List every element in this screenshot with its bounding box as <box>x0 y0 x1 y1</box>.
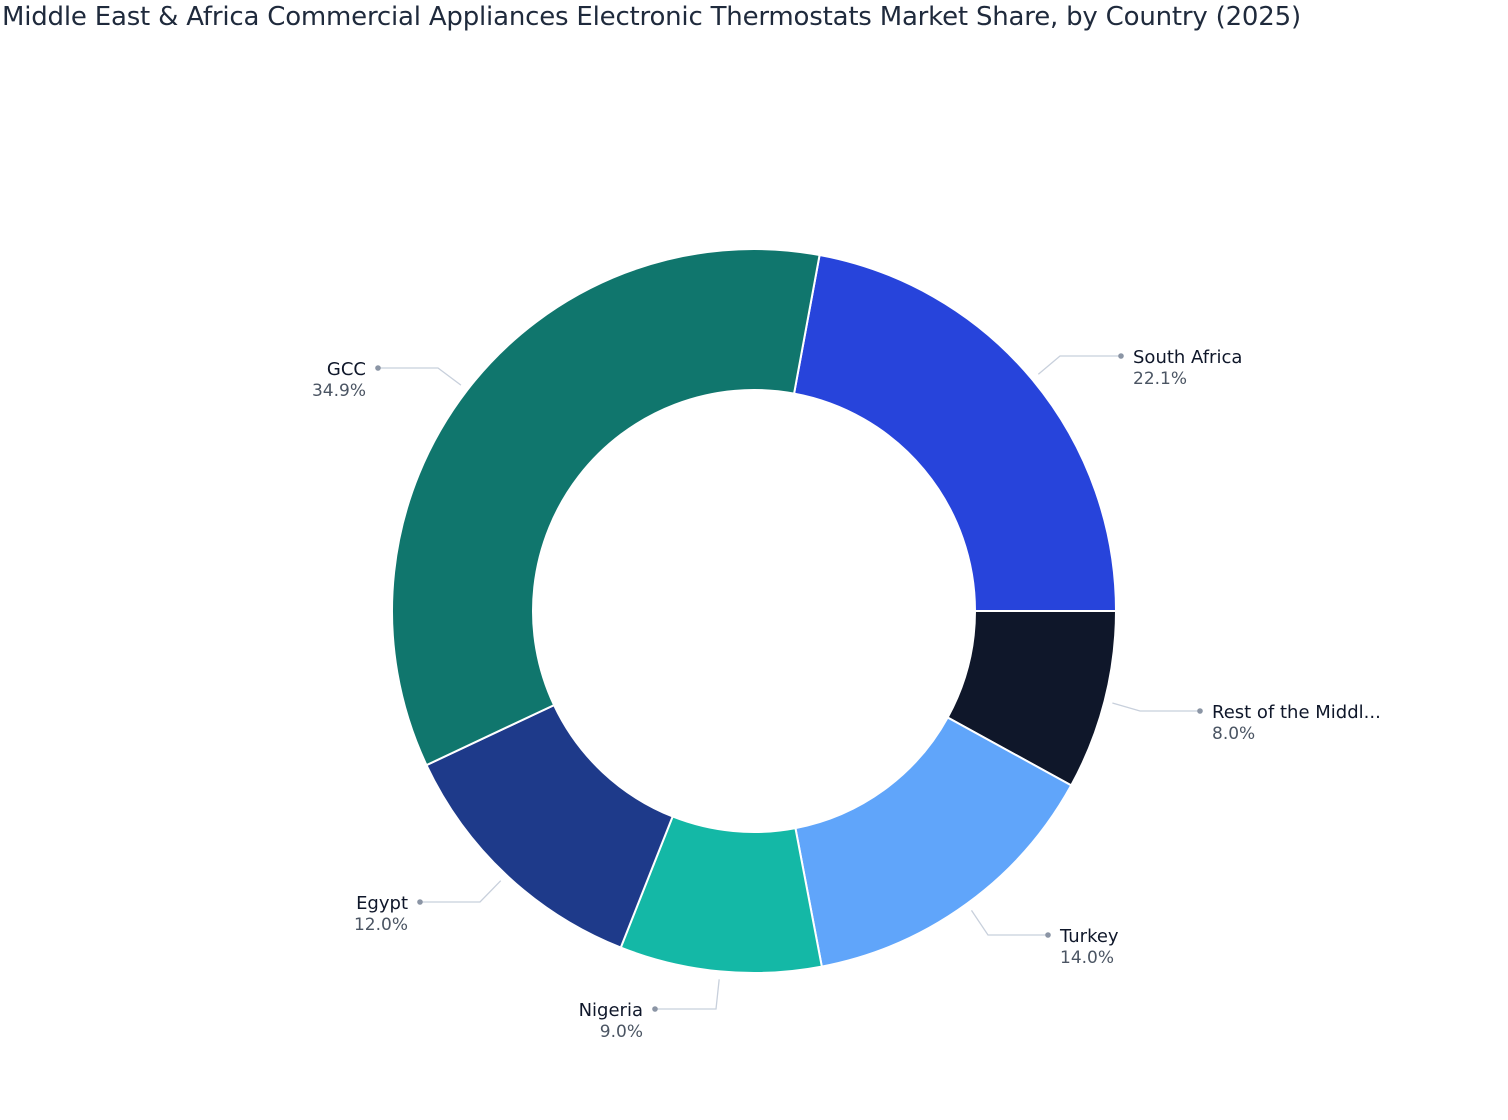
slice-percent: 12.0% <box>354 915 408 935</box>
slice-gcc[interactable] <box>391 248 821 767</box>
leader-dot <box>417 899 423 905</box>
slice-label: Turkey <box>1059 926 1119 947</box>
leader-dot <box>1045 932 1051 938</box>
slice-percent: 8.0% <box>1212 724 1255 744</box>
slice-south-africa[interactable] <box>792 253 1118 612</box>
leader-line <box>1037 355 1121 375</box>
leader-dot <box>652 1006 658 1012</box>
leader-line <box>1112 702 1200 712</box>
slice-label: Egypt <box>356 893 408 914</box>
slice-label: GCC <box>327 359 366 380</box>
leader-dot <box>1118 353 1124 359</box>
leader-line <box>970 909 1048 936</box>
slice-percent: 9.0% <box>600 1022 643 1042</box>
chart-title: Middle East & Africa Commercial Applianc… <box>2 2 1301 32</box>
slice-turkey[interactable] <box>794 716 1073 968</box>
slice-percent: 34.9% <box>312 381 366 401</box>
slice-label: Nigeria <box>579 1000 643 1021</box>
leader-dot <box>375 365 381 371</box>
leader-line <box>420 880 502 903</box>
leader-line <box>378 367 462 386</box>
slice-percent: 14.0% <box>1060 948 1114 968</box>
slice-label: Rest of the Middl... <box>1212 702 1381 723</box>
slice-percent: 22.1% <box>1133 369 1187 389</box>
slice-label: South Africa <box>1133 347 1242 368</box>
leader-dot <box>1197 708 1203 714</box>
leader-line <box>655 979 720 1010</box>
